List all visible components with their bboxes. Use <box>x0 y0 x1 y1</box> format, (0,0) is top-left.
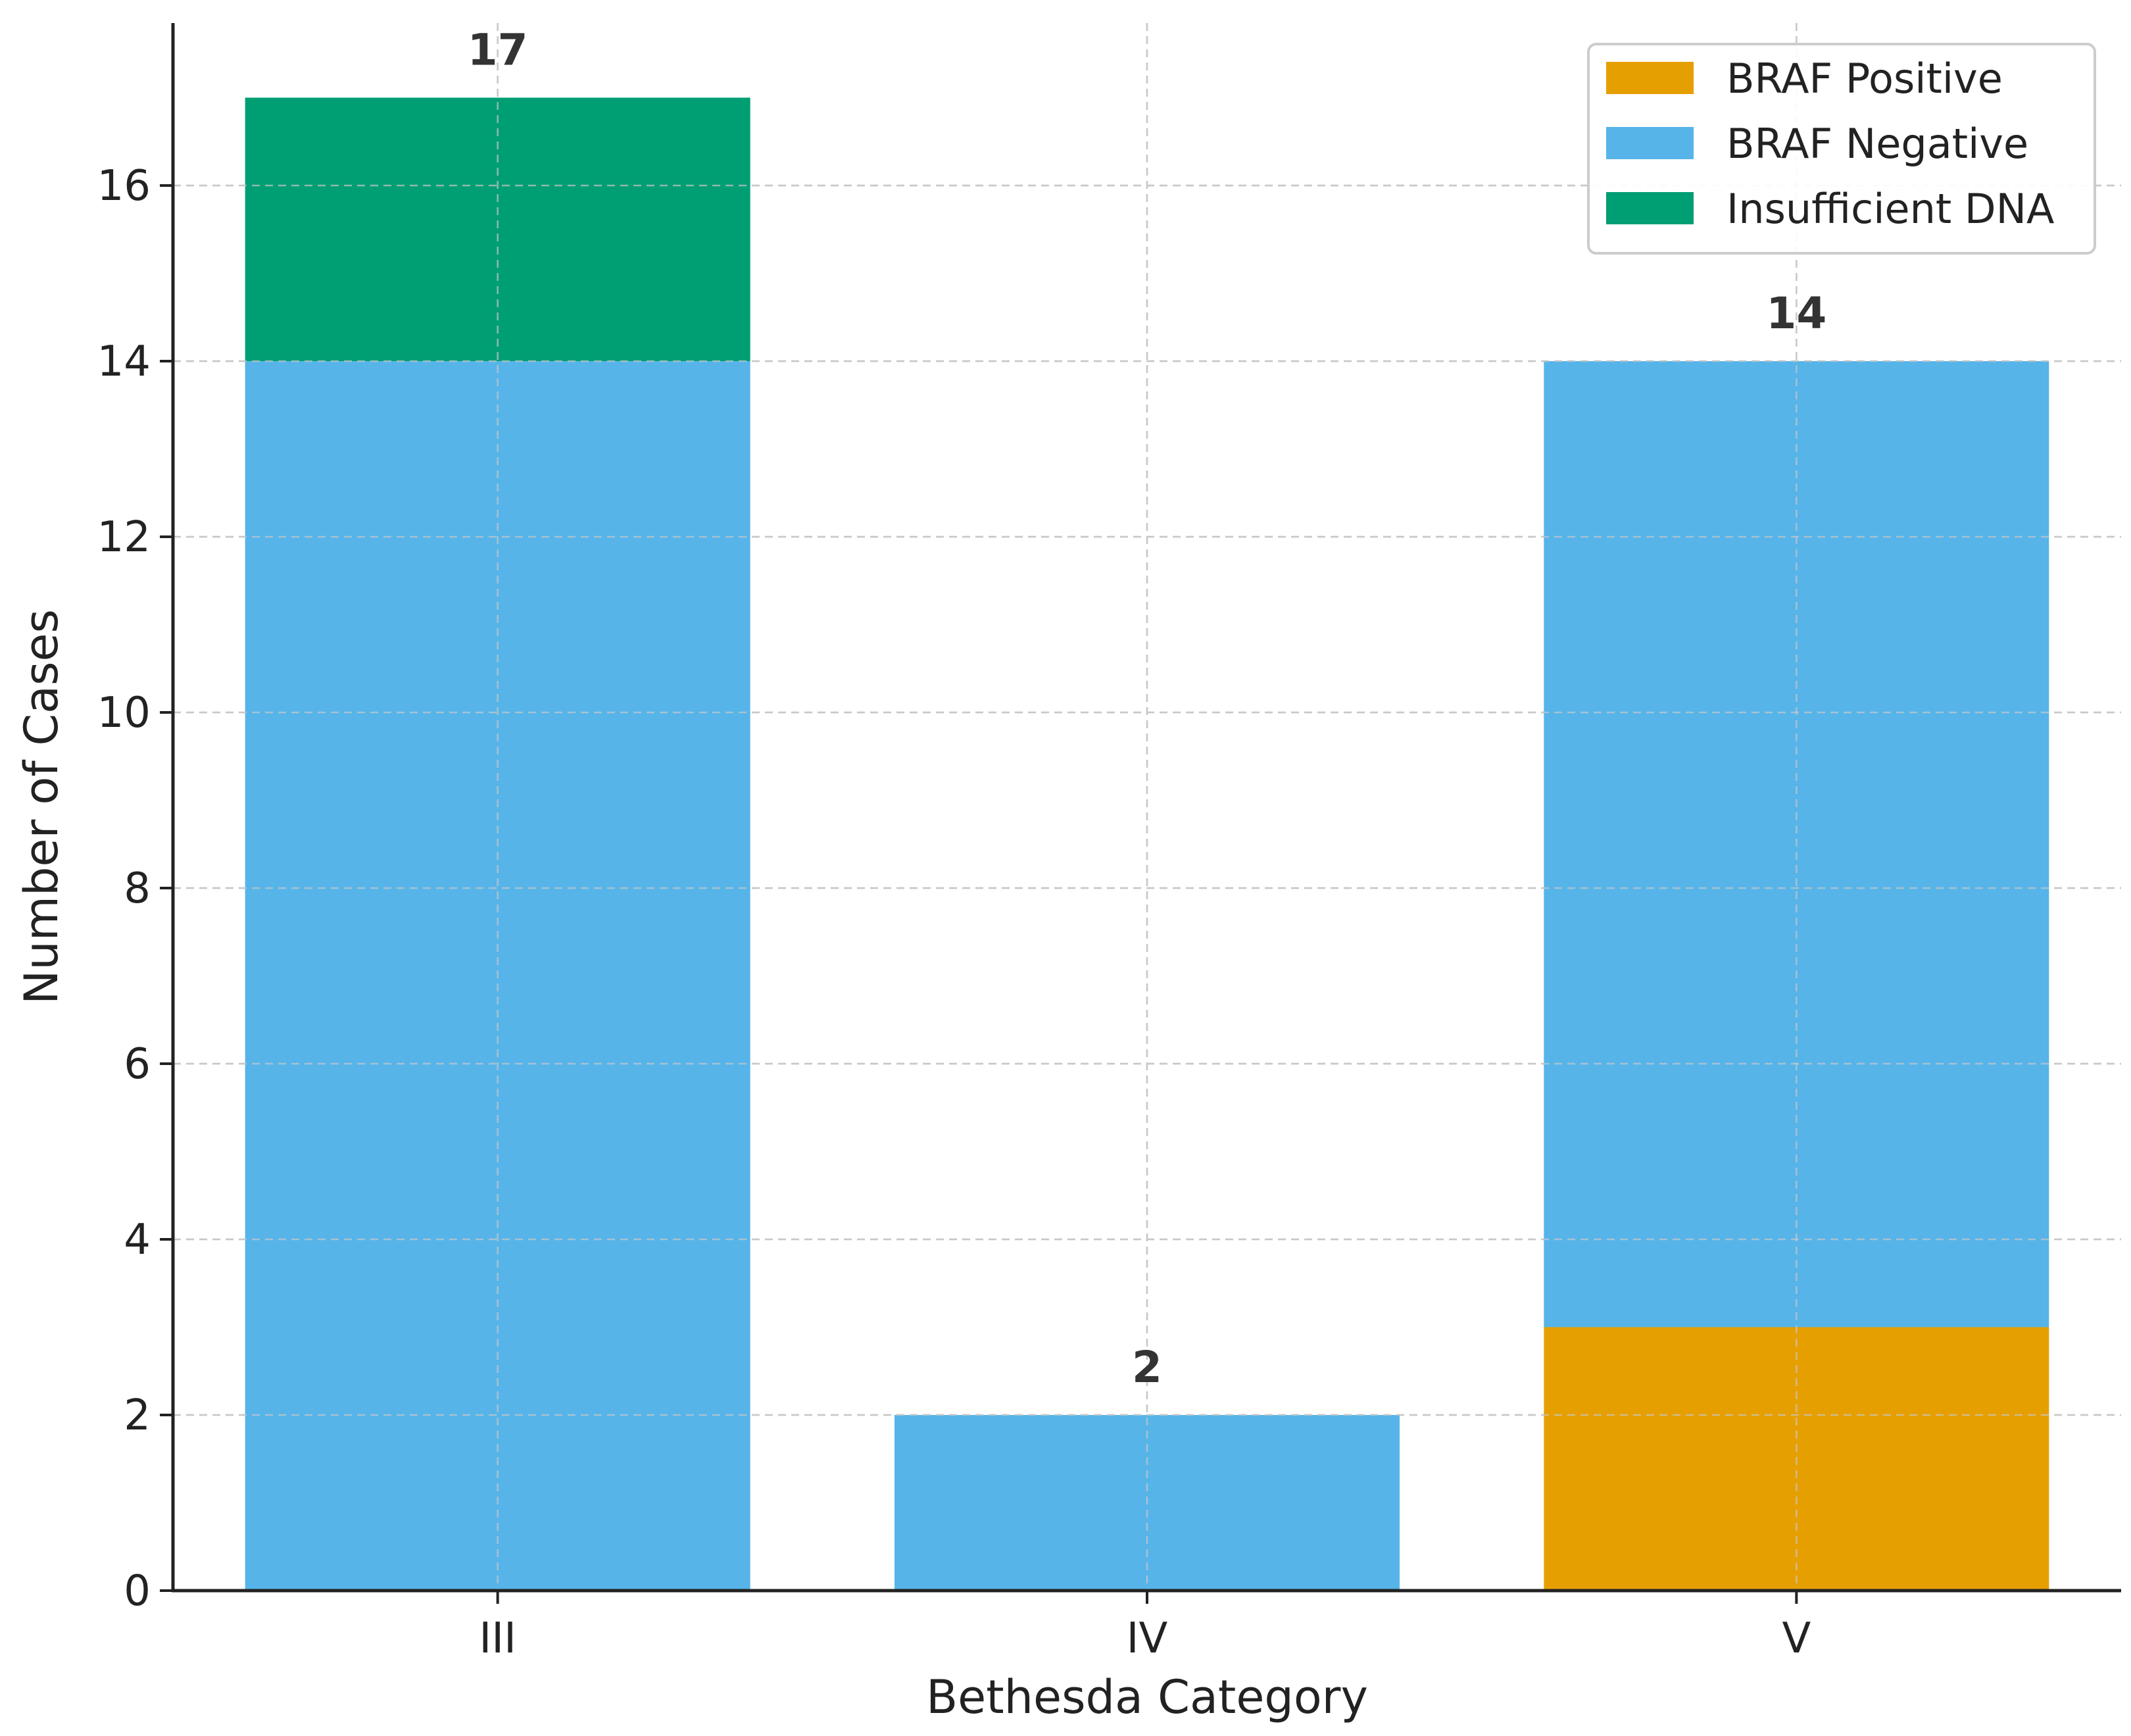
bars <box>173 23 2121 1591</box>
bar-total-label-V: 14 <box>1766 288 1826 339</box>
legend-swatch-braf-negative <box>1606 127 1694 159</box>
legend-label: Insufficient DNA <box>1727 185 2054 233</box>
y-tick-label: 6 <box>124 1040 151 1089</box>
bar-total-label-III: 17 <box>468 24 528 75</box>
x-tick-label: III <box>479 1614 516 1663</box>
y-tick-label: 10 <box>97 689 151 737</box>
legend-swatch-braf-positive <box>1606 62 1694 94</box>
bar-total-label-IV: 2 <box>1132 1342 1162 1393</box>
y-tick-label: 14 <box>97 337 151 386</box>
y-tick-label: 8 <box>124 864 151 913</box>
x-tick-label: IV <box>1127 1614 1168 1663</box>
y-tick-label: 2 <box>124 1391 151 1440</box>
legend: BRAF Positive BRAF Negative Insufficient D… <box>1587 43 2096 255</box>
legend-box <box>1587 43 2096 255</box>
y-tick-label: 0 <box>124 1567 151 1616</box>
x-axis-title: Bethesda Category <box>926 1670 1368 1724</box>
y-tick-label: 16 <box>97 162 151 211</box>
bar-III-insufficient-dna <box>245 97 750 361</box>
y-axis-title: Number of Cases <box>14 609 68 1004</box>
axes <box>160 23 2121 1604</box>
labels: 0 2 4 6 8 10 12 14 16 III IV V 17 2 14 Bethesda Categor… <box>14 24 1826 1724</box>
y-tick-label: 4 <box>124 1216 151 1264</box>
y-tick-label: 12 <box>97 513 151 562</box>
legend-label: BRAF Negative <box>1727 120 2028 168</box>
legend-label: BRAF Positive <box>1727 55 2003 103</box>
x-tick-label: V <box>1782 1614 1811 1663</box>
legend-swatch-insufficient-dna <box>1606 192 1694 224</box>
